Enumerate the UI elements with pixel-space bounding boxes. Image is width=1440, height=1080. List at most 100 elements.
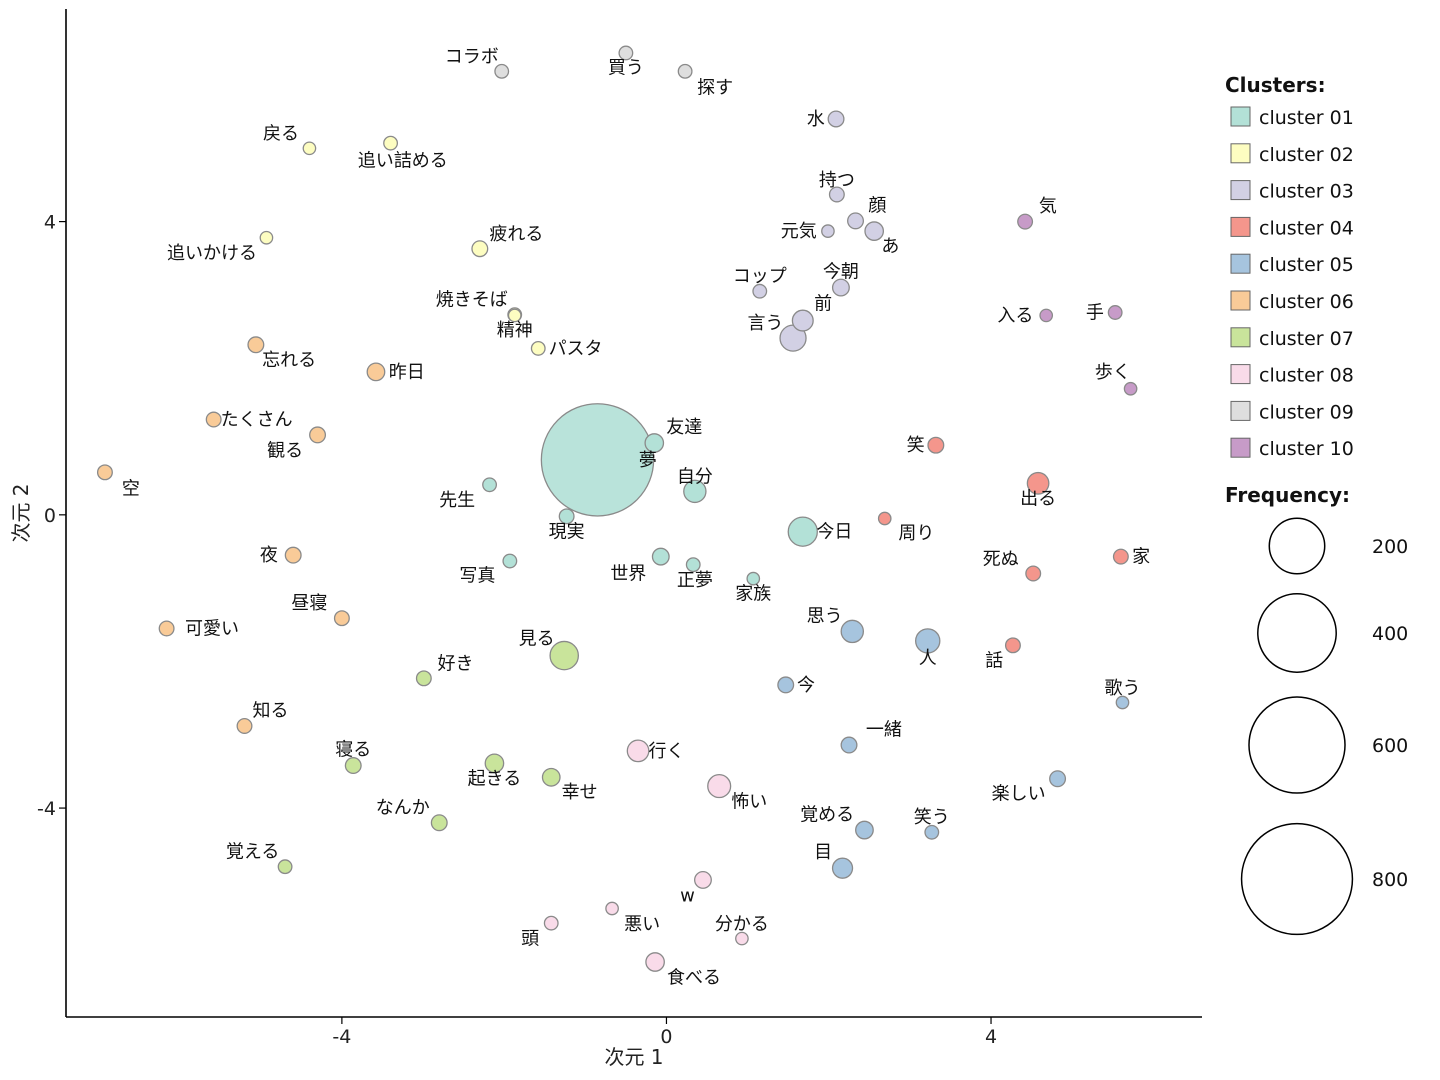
- word-label: 今朝: [823, 261, 859, 282]
- bubble-point: [924, 824, 940, 840]
- legend-size-circle: [1268, 517, 1326, 575]
- y-axis-title: 次元 2: [9, 483, 33, 542]
- bubble-point: [840, 736, 858, 754]
- word-label: 昨日: [389, 362, 425, 383]
- bubble-point: [415, 670, 432, 687]
- word-label: 覚める: [800, 805, 854, 826]
- legend-swatch: [1230, 437, 1251, 458]
- bubble-point: [541, 767, 561, 787]
- bubble-point: [540, 403, 655, 517]
- word-label: 精神: [497, 320, 533, 341]
- word-label: 追いかける: [167, 243, 257, 264]
- bubble-point: [236, 717, 253, 734]
- bubble-point: [828, 186, 845, 203]
- bubble-point: [158, 620, 175, 637]
- legend-cluster-label: cluster 03: [1259, 181, 1354, 203]
- word-label: 起きる: [468, 769, 522, 790]
- word-label: 自分: [677, 467, 713, 488]
- word-label: 覚える: [226, 841, 279, 862]
- legend-swatch: [1230, 364, 1251, 385]
- bubble-point: [707, 773, 732, 799]
- bubble-point: [831, 278, 850, 297]
- word-label: 目: [814, 842, 832, 863]
- legend-cluster-label: cluster 06: [1259, 291, 1354, 313]
- bubble-point: [333, 610, 350, 627]
- word-label: 写真: [459, 566, 495, 587]
- bubble-point: [247, 336, 265, 354]
- word-label: 周り: [898, 523, 934, 544]
- legend-size-circle: [1248, 696, 1346, 794]
- legend-size-label: 200: [1372, 536, 1408, 558]
- word-label: パスタ: [549, 338, 603, 359]
- word-label: コラボ: [445, 47, 499, 68]
- bubble-point: [651, 547, 670, 566]
- bubble-point: [1017, 213, 1034, 230]
- bubble-point: [1107, 305, 1123, 320]
- word-label: 忘れる: [262, 350, 316, 371]
- bubble-point: [383, 135, 399, 151]
- legend-swatch: [1230, 400, 1251, 421]
- bubble-point: [366, 362, 386, 382]
- word-label: 怖い: [731, 791, 767, 812]
- word-label: 焼きそば: [436, 289, 508, 310]
- legend-cluster-label: cluster 01: [1259, 107, 1354, 129]
- bubble-point: [344, 757, 362, 775]
- word-label: 買う: [608, 58, 644, 79]
- axis-ticks: -4 0 4 -4 0 4: [37, 212, 997, 1048]
- word-label: 家: [1132, 547, 1150, 568]
- legend-swatch: [1230, 143, 1251, 164]
- word-label: 笑: [907, 435, 925, 456]
- word-label: 顔: [868, 195, 886, 216]
- word-label: w: [680, 885, 695, 906]
- bubble-point: [507, 308, 522, 323]
- bubble-point: [915, 628, 941, 654]
- bubble-point: [471, 240, 489, 258]
- bubble-point: [1004, 637, 1021, 654]
- bubble-point: [1123, 381, 1138, 396]
- bubble-point: [549, 640, 580, 671]
- word-label: 今日: [816, 522, 852, 543]
- word-label: 先生: [439, 490, 475, 511]
- word-label: 現実: [549, 522, 585, 543]
- legend-swatch: [1230, 106, 1251, 127]
- word-label: 頭: [521, 929, 539, 950]
- legend-cluster-label: cluster 02: [1259, 144, 1354, 166]
- axes: [65, 9, 1202, 1018]
- bubble-point: [1112, 548, 1129, 565]
- word-label: 観る: [267, 440, 303, 461]
- bubble-point: [530, 340, 546, 356]
- bubble-point: [787, 516, 818, 547]
- word-label: 手: [1086, 302, 1104, 323]
- word-label: 今: [797, 675, 815, 696]
- legend-cluster-label: cluster 09: [1259, 401, 1354, 423]
- bubble-point: [605, 901, 619, 916]
- word-label: コップ: [733, 266, 787, 287]
- bubble-point: [735, 931, 749, 946]
- bubble-point: [694, 870, 712, 889]
- bubble-point: [484, 753, 505, 774]
- bubble-point: [752, 283, 768, 299]
- bubble-point: [1026, 471, 1050, 495]
- x-axis-title: 次元 1: [604, 1045, 663, 1069]
- word-label: 夜: [260, 545, 278, 566]
- bubble-point: [927, 436, 945, 454]
- legend-size-label: 400: [1372, 623, 1408, 645]
- word-label: 前: [814, 294, 832, 315]
- word-label: 思う: [807, 606, 843, 627]
- bubble-point: [1115, 695, 1130, 710]
- bubble-point: [683, 479, 707, 504]
- bubble-point: [1049, 770, 1067, 788]
- y-tick-label: -4: [37, 798, 56, 820]
- legend-cluster-label: cluster 04: [1259, 217, 1354, 239]
- bubble-point: [277, 859, 293, 875]
- word-label: 話: [985, 651, 1003, 672]
- word-label: 正夢: [677, 570, 713, 591]
- bubble-point: [502, 553, 518, 569]
- bubble-point: [1025, 565, 1042, 582]
- legend-cluster-label: cluster 08: [1259, 365, 1354, 387]
- bubble-point: [847, 212, 865, 230]
- legend-size-label: 600: [1372, 735, 1408, 757]
- word-label: 言う: [747, 313, 783, 334]
